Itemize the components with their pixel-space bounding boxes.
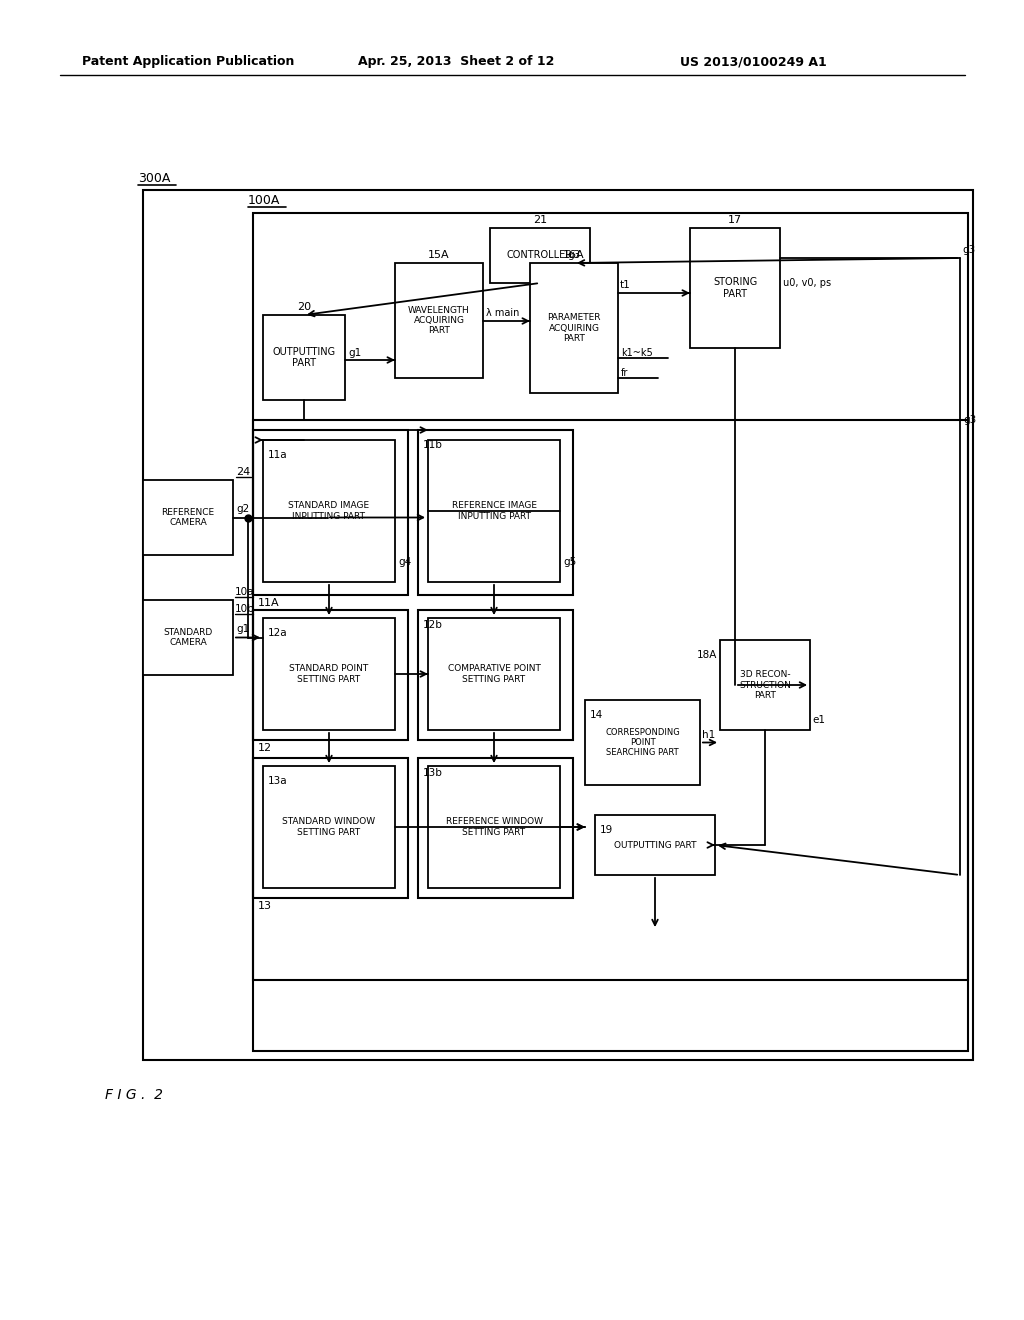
Bar bbox=[263, 766, 395, 888]
Text: g3: g3 bbox=[962, 246, 975, 255]
Text: 17: 17 bbox=[728, 215, 742, 224]
Text: h1: h1 bbox=[702, 730, 715, 739]
Text: CONTROLLER: CONTROLLER bbox=[507, 251, 573, 260]
Text: 14: 14 bbox=[590, 710, 603, 719]
Bar bbox=[263, 440, 395, 582]
Text: 13b: 13b bbox=[423, 768, 442, 777]
Bar bbox=[418, 430, 573, 595]
Text: 19: 19 bbox=[600, 825, 613, 836]
Text: k1~k5: k1~k5 bbox=[621, 348, 652, 358]
Bar bbox=[428, 618, 560, 730]
Text: PARAMETER
ACQUIRING
PART: PARAMETER ACQUIRING PART bbox=[547, 313, 601, 343]
Bar bbox=[395, 263, 483, 378]
Bar bbox=[690, 228, 780, 348]
Text: g3: g3 bbox=[567, 249, 581, 260]
Text: e1: e1 bbox=[812, 715, 825, 725]
Text: F I G .  2: F I G . 2 bbox=[105, 1088, 163, 1102]
Text: fr: fr bbox=[621, 368, 629, 378]
Text: 10b: 10b bbox=[234, 605, 255, 614]
Bar bbox=[428, 766, 560, 888]
Text: 15A: 15A bbox=[428, 249, 450, 260]
Text: t1: t1 bbox=[620, 280, 631, 290]
Bar bbox=[530, 263, 618, 393]
Text: 12b: 12b bbox=[423, 620, 442, 630]
Bar bbox=[143, 190, 973, 1060]
Text: g3: g3 bbox=[963, 414, 976, 425]
Bar bbox=[490, 228, 590, 282]
Text: WAVELENGTH
ACQUIRING
PART: WAVELENGTH ACQUIRING PART bbox=[409, 306, 470, 335]
Text: 11b: 11b bbox=[423, 440, 442, 450]
Bar bbox=[253, 610, 408, 741]
Text: OUTPUTTING PART: OUTPUTTING PART bbox=[613, 841, 696, 850]
Text: STANDARD IMAGE
INPUTTING PART: STANDARD IMAGE INPUTTING PART bbox=[289, 502, 370, 520]
Text: 12a: 12a bbox=[268, 628, 288, 638]
Text: CORRESPONDING
POINT
SEARCHING PART: CORRESPONDING POINT SEARCHING PART bbox=[605, 727, 680, 758]
Text: 20: 20 bbox=[297, 302, 311, 312]
Text: 13a: 13a bbox=[268, 776, 288, 785]
Text: 18A: 18A bbox=[696, 649, 717, 660]
Text: g1: g1 bbox=[236, 624, 249, 635]
Text: 11A: 11A bbox=[258, 598, 280, 609]
Text: 16A: 16A bbox=[563, 249, 585, 260]
Text: 13: 13 bbox=[258, 902, 272, 911]
Text: REFERENCE IMAGE
INPUTTING PART: REFERENCE IMAGE INPUTTING PART bbox=[452, 502, 537, 520]
Text: g2: g2 bbox=[236, 503, 249, 513]
Text: g4: g4 bbox=[398, 557, 412, 568]
Text: 3D RECON-
STRUCTION
PART: 3D RECON- STRUCTION PART bbox=[739, 671, 791, 700]
Bar bbox=[253, 213, 968, 1051]
Text: 100A: 100A bbox=[248, 194, 281, 206]
Text: 11a: 11a bbox=[268, 450, 288, 459]
Bar bbox=[585, 700, 700, 785]
Bar bbox=[263, 618, 395, 730]
Text: u0, v0, ps: u0, v0, ps bbox=[783, 279, 831, 288]
Bar bbox=[595, 814, 715, 875]
Bar bbox=[720, 640, 810, 730]
Text: STANDARD WINDOW
SETTING PART: STANDARD WINDOW SETTING PART bbox=[283, 817, 376, 837]
Text: STORING
PART: STORING PART bbox=[713, 277, 757, 298]
Bar bbox=[263, 315, 345, 400]
Bar bbox=[253, 430, 408, 595]
Text: 300A: 300A bbox=[138, 172, 170, 185]
Bar bbox=[253, 758, 408, 898]
Text: λ main: λ main bbox=[486, 308, 519, 318]
Text: g5: g5 bbox=[563, 557, 577, 568]
Text: REFERENCE
CAMERA: REFERENCE CAMERA bbox=[162, 508, 215, 527]
Text: 12: 12 bbox=[258, 743, 272, 752]
Text: STANDARD
CAMERA: STANDARD CAMERA bbox=[164, 628, 213, 647]
Text: 21: 21 bbox=[532, 215, 547, 224]
Bar bbox=[143, 601, 233, 675]
Text: 24: 24 bbox=[236, 467, 250, 477]
Text: OUTPUTTING
PART: OUTPUTTING PART bbox=[272, 347, 336, 368]
Bar bbox=[418, 610, 573, 741]
Text: 10a: 10a bbox=[234, 587, 255, 597]
Bar bbox=[143, 480, 233, 554]
Text: STANDARD POINT
SETTING PART: STANDARD POINT SETTING PART bbox=[290, 664, 369, 684]
Bar bbox=[253, 420, 968, 979]
Text: Apr. 25, 2013  Sheet 2 of 12: Apr. 25, 2013 Sheet 2 of 12 bbox=[358, 55, 554, 69]
Text: US 2013/0100249 A1: US 2013/0100249 A1 bbox=[680, 55, 826, 69]
Bar bbox=[428, 440, 560, 582]
Text: REFERENCE WINDOW
SETTING PART: REFERENCE WINDOW SETTING PART bbox=[445, 817, 543, 837]
Text: Patent Application Publication: Patent Application Publication bbox=[82, 55, 294, 69]
Bar bbox=[418, 758, 573, 898]
Text: COMPARATIVE POINT
SETTING PART: COMPARATIVE POINT SETTING PART bbox=[447, 664, 541, 684]
Text: g1: g1 bbox=[348, 348, 361, 358]
